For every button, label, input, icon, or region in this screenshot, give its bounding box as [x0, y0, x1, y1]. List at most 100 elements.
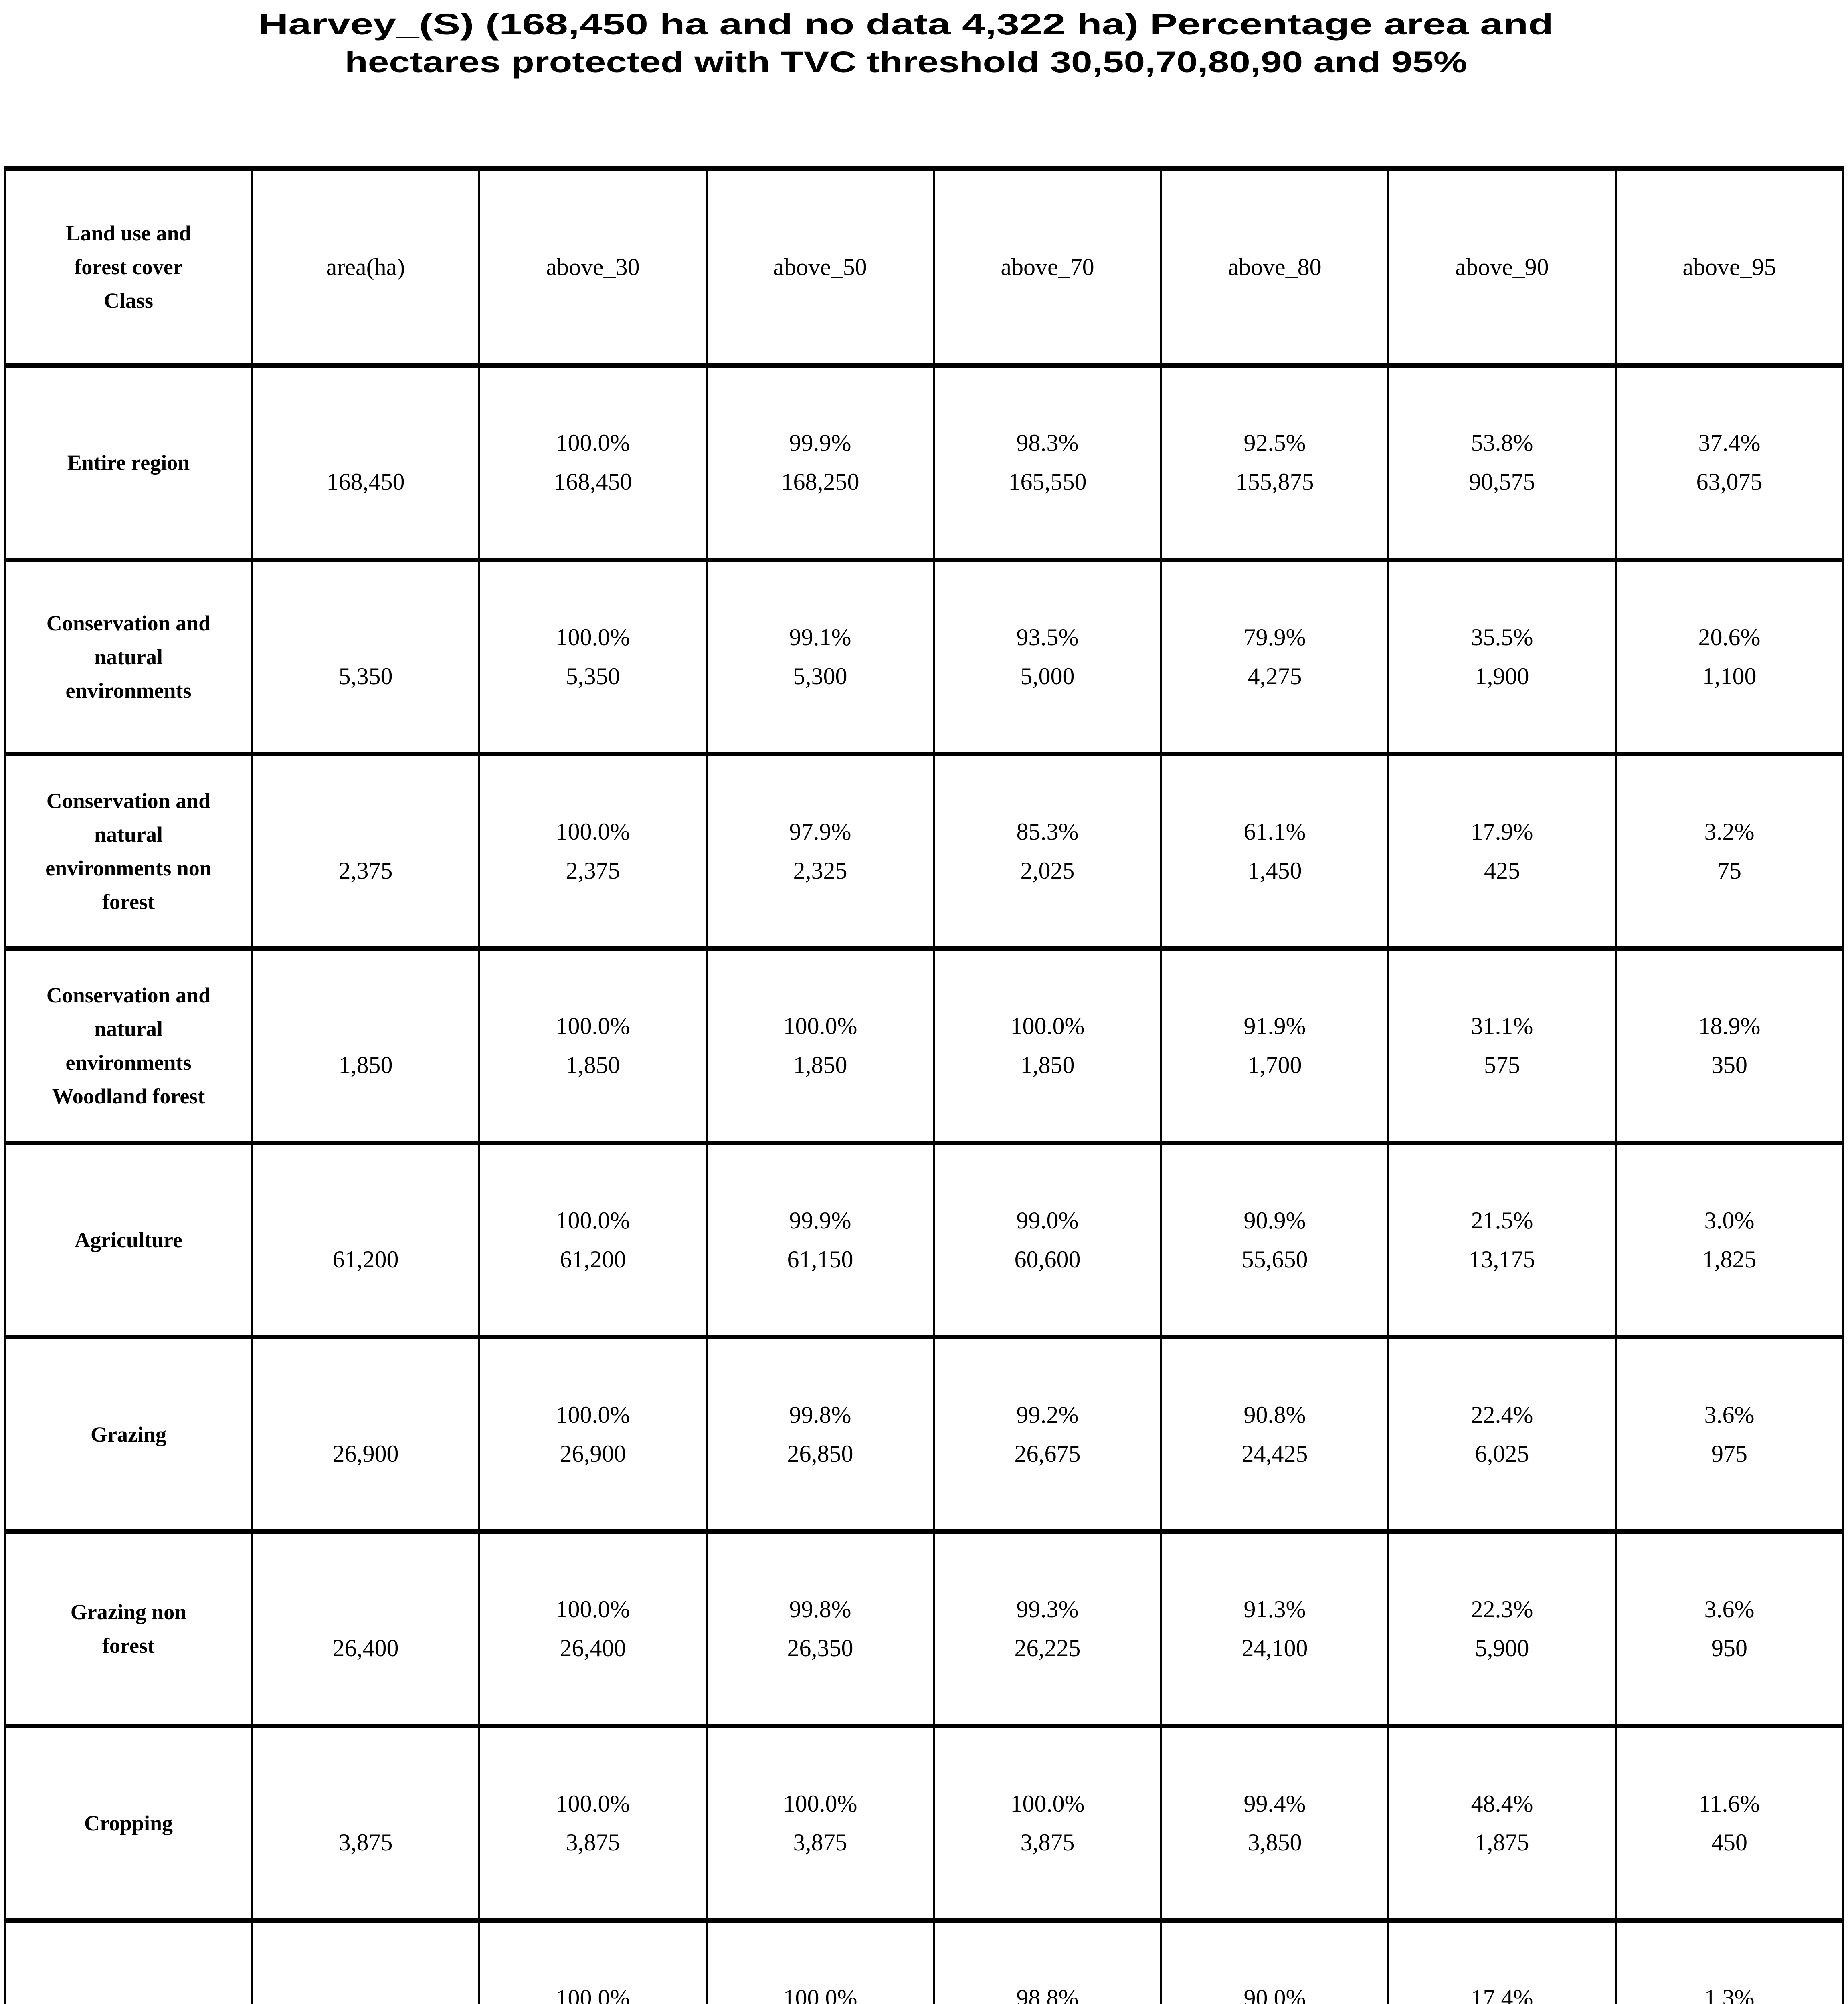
- threshold-cell-above_70: 99.3% 26,225: [933, 1529, 1162, 1728]
- hectares-value: 350: [1711, 1051, 1747, 1078]
- threshold-cell-above_80: 90.9% 55,650: [1160, 1140, 1389, 1339]
- percent-value: 100.0%: [556, 1790, 630, 1817]
- hectares-value: 90,575: [1469, 468, 1535, 495]
- threshold-cell-above_30: 100.0% 26,400: [478, 1529, 708, 1728]
- threshold-cell-above_80: 90.0%27,300: [1160, 1918, 1389, 2004]
- percent-value: 3.6%: [1704, 1596, 1755, 1622]
- threshold-cell-above_50: 99.9% 61,150: [706, 1140, 935, 1339]
- hectares-value: 1,450: [1248, 857, 1302, 884]
- percent-value: 22.4%: [1471, 1401, 1533, 1428]
- threshold-cell-above_30: 100.0% 5,350: [478, 557, 708, 756]
- hectares-value: 1,825: [1702, 1246, 1757, 1273]
- hectares-value: 1,850: [793, 1051, 847, 1078]
- threshold-cell-above_70: 98.8%29,975: [933, 1918, 1162, 2004]
- table-row-5: Grazing 26,900 100.0% 26,900 99.8% 26,850 99.…: [4, 1335, 1844, 1534]
- threshold-cell-above_80: 91.3% 24,100: [1160, 1529, 1389, 1728]
- percent-value: 99.8%: [789, 1596, 851, 1622]
- area-spacer: [256, 1590, 475, 1629]
- hectares-value: 975: [1711, 1440, 1747, 1467]
- threshold-cell-above_80: 99.4% 3,850: [1160, 1723, 1389, 1923]
- threshold-cell-above_30: 100.0% 168,450: [478, 363, 708, 562]
- percent-value: 18.9%: [1698, 1012, 1761, 1039]
- hectares-value: 26,400: [560, 1634, 626, 1661]
- percent-value: 17.9%: [1471, 818, 1533, 845]
- percent-value: 21.5%: [1471, 1207, 1533, 1234]
- hectares-value: 1,850: [1020, 1051, 1075, 1078]
- threshold-cell-above_90: 22.4% 6,025: [1387, 1335, 1617, 1534]
- hectares-value: 5,350: [566, 663, 620, 689]
- percent-value: 99.4%: [1243, 1790, 1306, 1817]
- hectares-value: 3,875: [566, 1829, 620, 1856]
- table-row-7: Cropping 3,875 100.0% 3,875 100.0% 3,875 100.…: [4, 1723, 1844, 1923]
- area-value: 26,900: [332, 1440, 399, 1467]
- area-spacer: [256, 1396, 475, 1434]
- area-value: 5,350: [338, 663, 393, 689]
- threshold-cell-above_95: 18.9% 350: [1615, 946, 1844, 1145]
- percent-value: 100.0%: [1010, 1012, 1085, 1039]
- percent-value: 91.9%: [1243, 1012, 1306, 1039]
- hectares-value: 2,325: [793, 857, 847, 884]
- area-value: 2,375: [338, 857, 393, 884]
- hectares-value: 2,375: [566, 857, 620, 884]
- threshold-cell-above_30: 100.0% 1,850: [478, 946, 708, 1145]
- table-row-6: Grazing non forest 26,400 100.0% 26,400 99.…: [4, 1529, 1844, 1728]
- threshold-cell-above_80: 91.9% 1,700: [1160, 946, 1389, 1145]
- area-spacer: [256, 1201, 475, 1240]
- hectares-value: 61,200: [560, 1246, 626, 1273]
- area-cell: 2,375: [251, 752, 480, 951]
- land-use-class-cell: Conservation and natural environments: [4, 557, 253, 756]
- hectares-value: 3,850: [1248, 1829, 1302, 1856]
- land-use-class-cell: Grazing non forest: [4, 1529, 253, 1728]
- percent-value: 85.3%: [1016, 818, 1079, 845]
- threshold-cell-above_70: 98.3% 165,550: [933, 363, 1162, 562]
- column-header-above-50: above_50: [706, 166, 935, 368]
- percent-value: 99.3%: [1016, 1596, 1079, 1622]
- percent-value: 3.6%: [1704, 1401, 1755, 1428]
- threshold-cell-above_50: 100.0%30,350: [706, 1918, 935, 2004]
- percent-value: 99.8%: [789, 1401, 851, 1428]
- area-spacer: [256, 424, 475, 463]
- table-header: Land use and forest cover Class area(ha) a…: [4, 166, 1844, 368]
- threshold-cell-above_70: 100.0% 1,850: [933, 946, 1162, 1145]
- percent-value: 99.0%: [1016, 1207, 1079, 1234]
- threshold-cell-above_80: 90.8% 24,425: [1160, 1335, 1389, 1534]
- hectares-value: 1,850: [566, 1051, 620, 1078]
- percent-value: 100.0%: [556, 429, 630, 456]
- area-spacer: [256, 1007, 475, 1046]
- land-use-class-cell: Conservation and natural environments no…: [4, 752, 253, 951]
- percent-value: 98.8%: [1016, 1984, 1079, 2004]
- hectares-value: 26,225: [1014, 1634, 1081, 1661]
- area-cell: 26,400: [251, 1529, 480, 1728]
- page-title: Harvey_(S) (168,450 ha and no data 4,322…: [259, 8, 1553, 79]
- percent-value: 53.8%: [1471, 429, 1533, 456]
- hectares-value: 60,600: [1014, 1246, 1081, 1273]
- area-spacer: [256, 1784, 475, 1823]
- hectares-value: 6,025: [1475, 1440, 1529, 1467]
- area-cell: 3,875: [251, 1723, 480, 1923]
- hectares-value: 26,900: [560, 1440, 626, 1467]
- hectares-value: 3,875: [793, 1829, 847, 1856]
- percent-value: 48.4%: [1471, 1790, 1533, 1817]
- percent-value: 20.6%: [1698, 624, 1761, 650]
- table-row-8: Irrigation 30,350100.0%30,350100.0%30,35…: [4, 1918, 1844, 2004]
- percent-value: 61.1%: [1243, 818, 1306, 845]
- hectares-value: 5,000: [1020, 663, 1075, 689]
- hectares-value: 1,875: [1475, 1829, 1529, 1856]
- percent-value: 35.5%: [1471, 624, 1533, 650]
- area-value: 61,200: [332, 1246, 399, 1273]
- hectares-value: 5,900: [1475, 1634, 1529, 1661]
- threshold-cell-above_50: 100.0% 3,875: [706, 1723, 935, 1923]
- percent-value: 100.0%: [556, 1401, 630, 1428]
- percent-value: 92.5%: [1243, 429, 1306, 456]
- area-cell: 61,200: [251, 1140, 480, 1339]
- percent-value: 90.9%: [1243, 1207, 1306, 1234]
- area-value: 1,850: [338, 1051, 393, 1078]
- column-header-above-70: above_70: [933, 166, 1162, 368]
- percent-value: 17.4%: [1471, 1984, 1533, 2004]
- threshold-cell-above_90: 17.9% 425: [1387, 752, 1617, 951]
- hectares-value: 26,675: [1014, 1440, 1081, 1467]
- threshold-cell-above_80: 79.9% 4,275: [1160, 557, 1389, 756]
- percent-value: 97.9%: [789, 818, 851, 845]
- percent-value: 3.0%: [1704, 1207, 1755, 1234]
- percent-value: 90.8%: [1243, 1401, 1306, 1428]
